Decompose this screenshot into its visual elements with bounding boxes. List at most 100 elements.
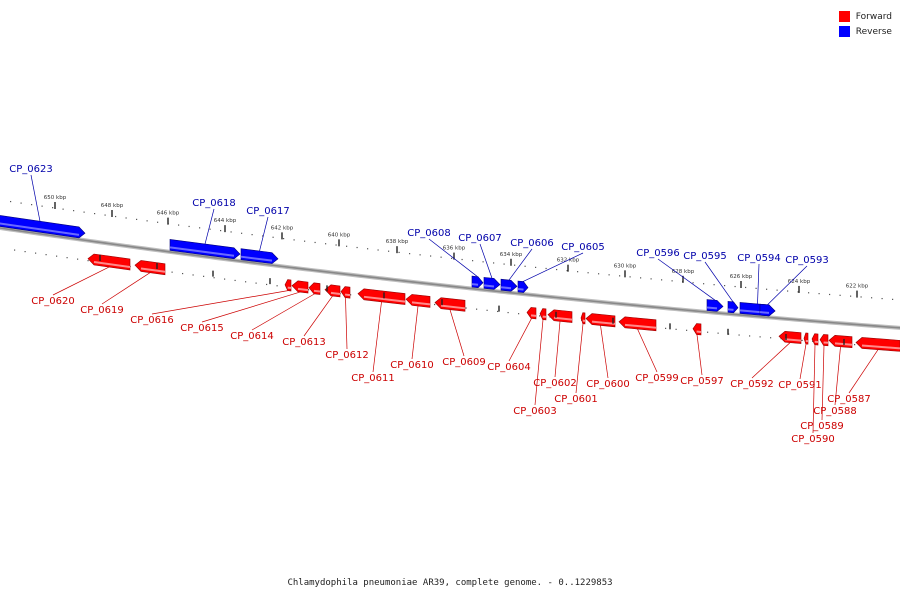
- gene-label-CP_0610: CP_0610: [390, 360, 433, 371]
- scale-dot: [619, 275, 621, 277]
- scale-dot: [199, 227, 201, 229]
- gene-CP_0600[interactable]: [585, 313, 616, 328]
- gene-CP_0605[interactable]: [517, 280, 529, 293]
- gene-arrow: [483, 277, 501, 290]
- gene-CP_0618[interactable]: [169, 239, 241, 260]
- gene-CP_0610[interactable]: [405, 294, 431, 308]
- gene-CP_0608[interactable]: [471, 275, 484, 289]
- gene-CP_0596[interactable]: [706, 299, 724, 312]
- scale-dot: [675, 328, 677, 330]
- gene-CP_0606[interactable]: [500, 278, 518, 292]
- gene-CP_0593[interactable]: [759, 303, 776, 317]
- gene-label-CP_0591: CP_0591: [778, 380, 821, 391]
- gene-arrow: [759, 303, 776, 317]
- scale-dot: [524, 265, 526, 267]
- gene-CP_0597[interactable]: [692, 323, 702, 336]
- gene-CP_0623[interactable]: [0, 215, 86, 239]
- gene-CP_0617[interactable]: [240, 248, 279, 264]
- gene-label-CP_0600: CP_0600: [586, 379, 629, 390]
- scale-dot: [535, 266, 537, 268]
- scale-dot: [661, 279, 663, 281]
- gene-label-CP_0602: CP_0602: [533, 378, 576, 389]
- scale-dot: [356, 246, 358, 249]
- scale-tick-label: 638 kbp: [386, 239, 409, 245]
- scale-dot: [461, 258, 463, 261]
- scale-dot: [241, 232, 243, 234]
- gene-CP_0613[interactable]: [324, 284, 341, 298]
- scale-dot: [73, 210, 75, 212]
- scale-dot: [41, 205, 43, 207]
- gene-CP_0619[interactable]: [134, 260, 166, 276]
- gene-CP_0602[interactable]: [547, 309, 573, 323]
- scale-dot: [650, 278, 652, 280]
- gene-shade: [500, 286, 512, 290]
- gene-label-CP_0607: CP_0607: [458, 233, 501, 244]
- scale-dot: [860, 296, 862, 298]
- scale-dot: [556, 268, 558, 271]
- gene-CP_0601[interactable]: [580, 312, 586, 325]
- scale-dot: [850, 295, 852, 297]
- gene-CP_0616[interactable]: [284, 279, 292, 292]
- gene-CP_0614[interactable]: [308, 282, 321, 295]
- gene-CP_0591[interactable]: [803, 332, 809, 345]
- scale-dot: [493, 262, 495, 264]
- scale-dot: [308, 289, 310, 291]
- gene-arrow: [692, 323, 702, 336]
- gene-CP_0609[interactable]: [434, 297, 466, 312]
- scale-dot: [812, 340, 814, 342]
- gene-CP_0604[interactable]: [526, 307, 537, 320]
- gene-CP_0587[interactable]: [855, 337, 900, 352]
- gene-label-CP_0596: CP_0596: [636, 248, 679, 259]
- scale-dot: [808, 292, 810, 294]
- scale-dot: [125, 217, 127, 219]
- scale-dot: [518, 313, 520, 315]
- leader-line: [751, 342, 791, 379]
- leader-line: [52, 266, 110, 296]
- gene-arrow: [706, 299, 724, 312]
- scale-dot: [83, 211, 85, 213]
- gene-arrow: [434, 297, 466, 312]
- gene-label-CP_0590: CP_0590: [791, 434, 834, 445]
- gene-CP_0599[interactable]: [618, 316, 657, 332]
- scale-dot: [707, 331, 709, 333]
- gene-shade: [861, 344, 900, 350]
- scale-dot: [829, 293, 831, 296]
- gene-label-leaders: [30, 174, 879, 434]
- gene-CP_0612[interactable]: [340, 286, 351, 299]
- gene-CP_0588[interactable]: [828, 335, 853, 349]
- gene-CP_0595[interactable]: [727, 301, 739, 314]
- scale-tick-label: 622 kbp: [846, 284, 869, 290]
- genome-caption: Chlamydophila pneumoniae AR39, complete …: [287, 578, 613, 588]
- gene-label-CP_0618: CP_0618: [192, 198, 235, 209]
- scale-dot: [157, 221, 159, 223]
- scale-dot: [213, 277, 215, 279]
- gene-CP_0620[interactable]: [87, 253, 131, 271]
- gene-CP_0611[interactable]: [357, 288, 406, 305]
- scale-dot: [465, 307, 467, 309]
- gene-label-CP_0609: CP_0609: [442, 357, 485, 368]
- scale-dot: [539, 315, 541, 317]
- gene-CP_0592[interactable]: [778, 330, 802, 344]
- gene-CP_0590[interactable]: [811, 333, 819, 346]
- gene-label-CP_0611: CP_0611: [351, 373, 394, 384]
- gene-CP_0607[interactable]: [483, 277, 501, 290]
- gene-arrow: [291, 280, 309, 294]
- gene-label-CP_0587: CP_0587: [827, 394, 870, 405]
- gene-shade: [411, 301, 431, 306]
- gene-shade: [240, 255, 273, 262]
- leader-line: [30, 174, 41, 222]
- gene-CP_0589[interactable]: [819, 334, 829, 347]
- scale-dot: [503, 263, 505, 265]
- gene-shade: [784, 338, 802, 342]
- scale-dot: [451, 257, 453, 259]
- scale-tick-label: 644 kbp: [214, 218, 237, 224]
- scale-dot: [703, 283, 705, 285]
- leader-line: [479, 243, 493, 279]
- scale-dots: [10, 200, 898, 349]
- gene-label-CP_0616: CP_0616: [130, 315, 173, 326]
- scale-ticks: 650 kbp 648 kbp 646 kbp 644 kbp 642 kbp 640 k…: [44, 195, 869, 345]
- scale-dot: [871, 297, 873, 299]
- gene-CP_0615[interactable]: [291, 280, 309, 294]
- gene-CP_0603[interactable]: [539, 308, 547, 321]
- scale-dot: [45, 254, 47, 256]
